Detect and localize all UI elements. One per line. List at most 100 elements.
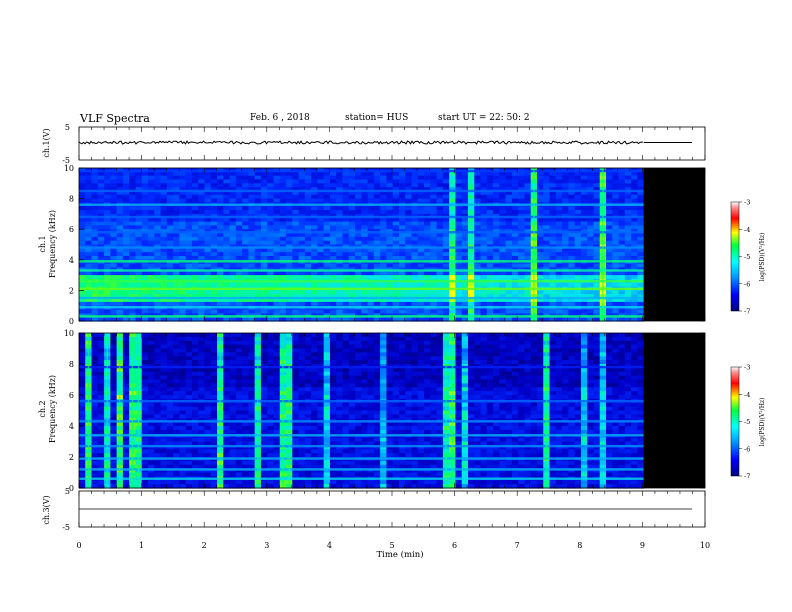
spectrogram-cell	[292, 190, 300, 196]
spectrogram-cell	[217, 221, 224, 226]
spectrogram-cell	[229, 453, 237, 458]
spectrogram-cell	[191, 391, 199, 396]
spectrogram-cell	[260, 248, 268, 253]
spectrogram-cell	[442, 275, 450, 280]
spectrogram-cell	[97, 333, 105, 338]
spectrogram-cell	[562, 301, 569, 307]
spectrogram-cell	[342, 255, 350, 261]
spectrogram-cell	[292, 206, 300, 211]
spectrogram-cell	[210, 336, 218, 342]
spectrogram-cell	[79, 294, 86, 299]
spectrogram-cell	[637, 290, 645, 295]
spectrogram-cell	[474, 183, 482, 188]
spectrogram-cell	[624, 171, 632, 177]
spectrogram-cell	[91, 484, 99, 489]
spectrogram-cell	[166, 352, 174, 357]
spectrogram-cell	[122, 171, 130, 177]
spectrogram-cell	[267, 210, 275, 215]
spectrogram-cell	[398, 298, 406, 303]
spectrogram-cell	[455, 301, 463, 307]
spectrogram-cell	[122, 309, 130, 314]
spectrogram-cell	[223, 236, 231, 242]
spectrogram-cell	[154, 367, 162, 373]
spectrogram-cell	[166, 309, 174, 314]
spectrogram-cell	[166, 171, 174, 177]
spectrogram-cell	[562, 317, 569, 322]
spectrogram-cell	[593, 233, 601, 238]
spectrogram-cell	[210, 379, 218, 384]
spectrogram-cell	[298, 194, 306, 200]
spectrogram-cell	[141, 426, 149, 431]
spectrogram-cell	[260, 391, 268, 396]
spectrogram-cell	[229, 217, 237, 223]
spectrogram-cell	[593, 187, 601, 192]
spectrogram-cell	[179, 356, 187, 361]
spectrogram-cell	[273, 198, 281, 204]
spectrogram-cell	[110, 309, 118, 314]
spectrogram-cell	[242, 410, 249, 415]
spectrogram-cell	[148, 375, 155, 381]
spectrogram-cell	[493, 252, 500, 257]
spectrogram-cell	[355, 210, 362, 215]
spectrogram-cell	[405, 275, 413, 280]
spectrogram-cell	[405, 221, 413, 226]
spectrogram-cell	[474, 217, 482, 223]
spectrogram-cell	[524, 236, 532, 242]
spectrogram-cell	[79, 225, 86, 230]
spectrogram-cell	[141, 360, 149, 365]
spectrogram-cell	[631, 187, 638, 192]
spectrogram-cell	[97, 183, 105, 188]
spectrogram-cell	[442, 198, 450, 204]
spectrogram-cell	[198, 236, 206, 242]
spectrogram-cell	[154, 198, 162, 204]
spectrogram-cell	[398, 255, 406, 261]
spectrogram-cell	[97, 236, 105, 242]
spectrogram-cell	[191, 333, 199, 338]
spectrogram-cell	[260, 437, 268, 443]
spectrogram-cell	[568, 187, 576, 192]
spectrogram-cell	[129, 248, 137, 253]
spectrogram-cell	[580, 317, 588, 322]
spectrogram-cell	[606, 233, 613, 238]
spectrogram-cell	[580, 187, 588, 192]
spectrogram-cell	[191, 460, 199, 466]
spectrogram-cell	[242, 445, 249, 450]
spectrogram-cell	[317, 271, 325, 276]
spectrogram-cell	[499, 282, 507, 288]
spectrogram-cell	[430, 301, 438, 307]
spectrogram-cell	[235, 429, 243, 435]
spectrogram-cell	[179, 383, 187, 388]
spectrogram-cell	[424, 194, 431, 200]
spectrogram-cell	[612, 298, 620, 303]
spectrogram-cell	[499, 298, 507, 303]
spectrogram-cell	[612, 275, 620, 280]
spectrogram-cell	[141, 395, 149, 400]
spectrogram-cell	[122, 472, 130, 477]
spectrogram-cell	[317, 301, 325, 307]
spectrogram-cell	[380, 198, 388, 204]
spectrogram-cell	[260, 183, 268, 188]
spectrogram-cell	[148, 367, 155, 373]
spectrogram-cell	[461, 301, 469, 307]
spectrogram-cell	[386, 194, 394, 200]
spectrogram-cell	[273, 468, 281, 474]
spectrogram-cell	[493, 198, 500, 204]
spectrogram-cell	[166, 379, 174, 384]
spectrogram-cell	[129, 240, 137, 246]
spectrogram-cell	[386, 179, 394, 184]
spectrogram-cell	[273, 298, 281, 303]
spectrogram-cell	[405, 290, 413, 295]
spectrogram-cell	[204, 206, 212, 211]
spectrogram-cell	[248, 282, 256, 288]
spectrogram-cell	[179, 453, 187, 458]
spectrogram-cell	[273, 414, 281, 419]
spectrogram-cell	[286, 171, 293, 177]
spectrogram-cell	[380, 206, 388, 211]
spectrogram-cell	[160, 333, 168, 338]
spectrogram-cell	[223, 179, 231, 184]
spectrogram-cell	[518, 236, 526, 242]
spectrogram-cell	[624, 175, 632, 181]
spectrogram-cell	[154, 271, 162, 276]
spectrogram-cell	[355, 298, 362, 303]
spectrogram-cell	[518, 298, 526, 303]
